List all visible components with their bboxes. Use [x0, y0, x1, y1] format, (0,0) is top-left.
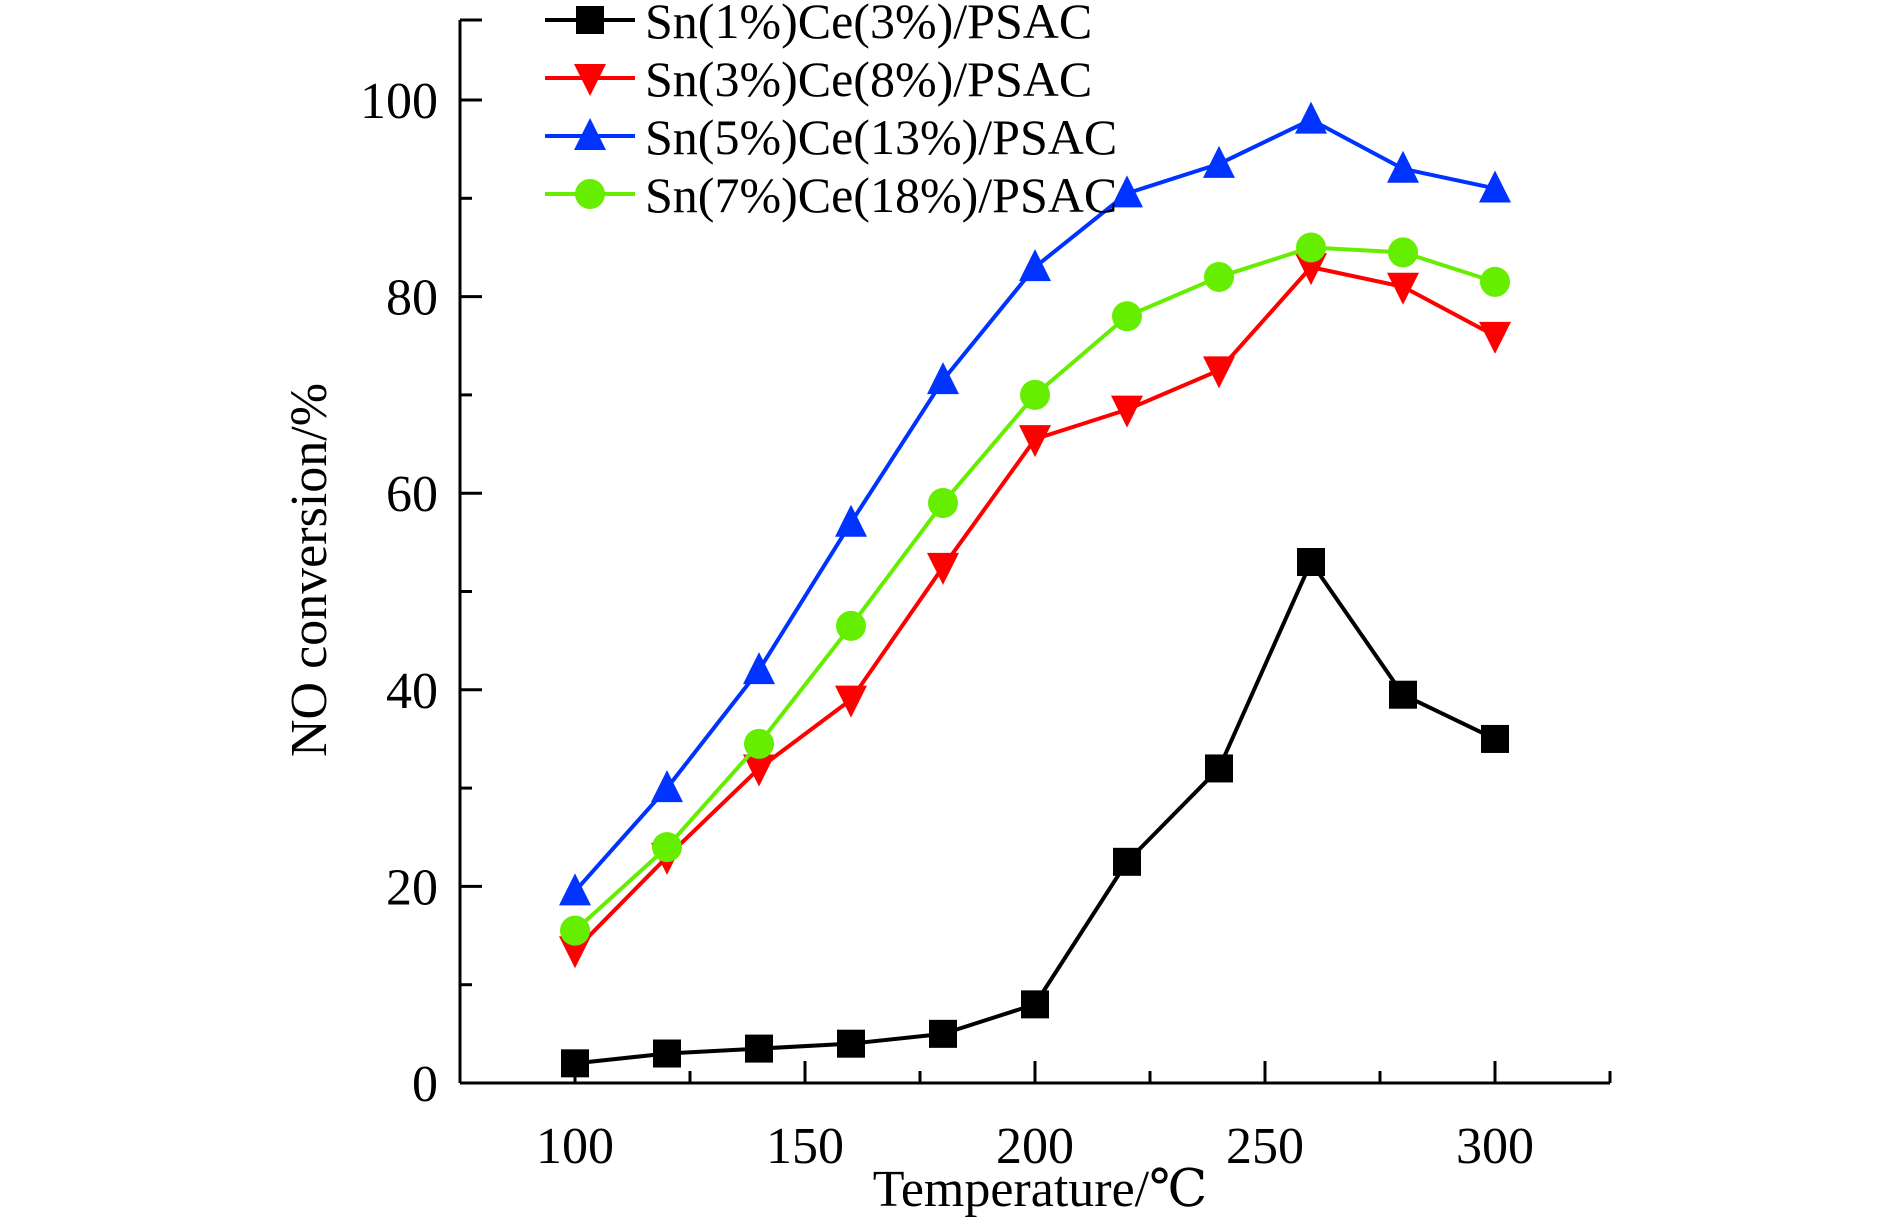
data-point: [745, 1034, 773, 1063]
data-point: [1113, 847, 1141, 876]
data-point: [836, 610, 866, 641]
data-point: [1480, 266, 1510, 297]
series-line: [573, 245, 1496, 933]
data-point: [929, 1019, 957, 1048]
data-point: [743, 754, 775, 787]
data-point: [1295, 253, 1327, 286]
y-tick-label: 20: [386, 859, 438, 916]
data-point: [835, 504, 867, 537]
data-point: [927, 362, 959, 395]
data-point: [652, 832, 682, 863]
data-point: [560, 915, 590, 946]
data-point: [1021, 990, 1049, 1019]
data-point: [1389, 680, 1417, 709]
series-line: [573, 265, 1496, 952]
y-tick-label: 60: [386, 466, 438, 523]
data-point: [1481, 724, 1509, 753]
data-point: [1203, 356, 1235, 389]
y-tick-label: 80: [386, 270, 438, 327]
x-tick-label: 200: [996, 1118, 1074, 1175]
data-point: [1479, 321, 1511, 354]
data-point: [1019, 425, 1051, 458]
legend-label: Sn(1%)Ce(3%)/PSAC: [645, 0, 1092, 49]
legend-label: Sn(7%)Ce(18%)/PSAC: [645, 167, 1117, 223]
data-point: [1387, 272, 1419, 305]
data-point: [1204, 261, 1234, 292]
legend-label: Sn(3%)Ce(8%)/PSAC: [645, 51, 1092, 107]
data-point: [1387, 150, 1419, 183]
data-point: [1203, 145, 1235, 178]
data-point: [1295, 101, 1327, 134]
series-2: [559, 253, 1511, 969]
x-tick-label: 300: [1456, 1118, 1534, 1175]
x-tick-label: 100: [536, 1118, 614, 1175]
legend-marker: [575, 179, 605, 209]
series-line: [573, 117, 1496, 893]
data-point: [743, 652, 775, 685]
legend-item-1: Sn(1%)Ce(3%)/PSAC: [545, 0, 1092, 49]
series-3: [559, 101, 1511, 906]
data-point: [1111, 395, 1143, 428]
y-tick-label: 100: [360, 73, 438, 130]
series-4: [560, 232, 1510, 946]
legend: Sn(1%)Ce(3%)/PSACSn(3%)Ce(8%)/PSACSn(5%)…: [545, 0, 1117, 223]
plot-area: [559, 101, 1511, 1078]
data-point: [928, 488, 958, 519]
x-axis-title: Temperature/℃: [873, 1161, 1208, 1218]
data-point: [1112, 301, 1142, 332]
y-axis-title: NO conversion/%: [281, 383, 338, 757]
data-point: [744, 728, 774, 759]
data-point: [1020, 379, 1050, 410]
data-point: [1205, 754, 1233, 783]
legend-marker: [576, 6, 604, 34]
data-point: [653, 1039, 681, 1068]
x-tick-label: 150: [766, 1118, 844, 1175]
data-point: [927, 552, 959, 585]
data-point: [1297, 548, 1325, 577]
data-point: [559, 873, 591, 906]
data-point: [835, 685, 867, 718]
data-point: [561, 1049, 589, 1078]
data-point: [1479, 170, 1511, 203]
data-point: [837, 1029, 865, 1058]
x-tick-label: 250: [1226, 1118, 1304, 1175]
legend-label: Sn(5%)Ce(13%)/PSAC: [645, 109, 1117, 165]
data-point: [1388, 237, 1418, 268]
legend-marker: [574, 118, 606, 150]
y-tick-label: 0: [412, 1056, 438, 1113]
legend-marker: [574, 64, 606, 96]
data-point: [1019, 249, 1051, 282]
legend-item-4: Sn(7%)Ce(18%)/PSAC: [545, 167, 1117, 223]
data-point: [559, 936, 591, 969]
data-point: [1111, 175, 1143, 208]
y-tick-label: 40: [386, 663, 438, 720]
series-1: [561, 548, 1509, 1078]
data-point: [651, 770, 683, 803]
axes: 0 20 40 60 80 100 100 150 200 250 300: [360, 18, 1612, 1175]
data-point: [1296, 232, 1326, 263]
legend-item-2: Sn(3%)Ce(8%)/PSAC: [545, 51, 1092, 107]
legend-item-3: Sn(5%)Ce(13%)/PSAC: [545, 109, 1117, 165]
